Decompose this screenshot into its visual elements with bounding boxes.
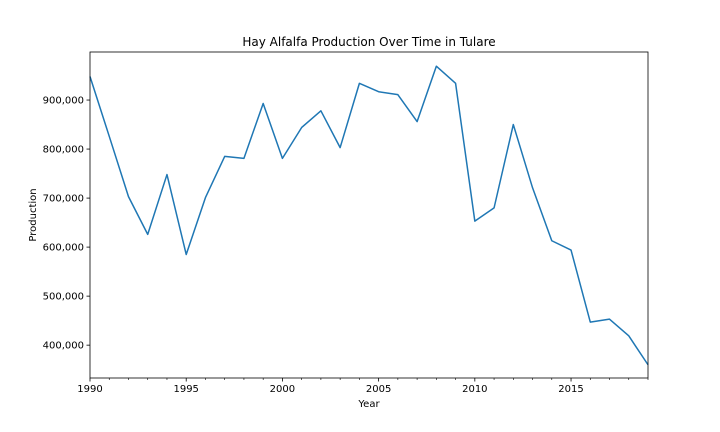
y-axis-label: Production: [28, 188, 39, 241]
x-axis-label: Year: [357, 399, 380, 410]
x-tick-label: 2005: [366, 384, 391, 395]
x-tick-label: 1995: [173, 384, 198, 395]
plot-background: [90, 52, 648, 378]
y-axis-ticks: 400,000 500,000 600,000 700,000 800,000 900,0…: [43, 96, 90, 352]
y-tick-label: 400,000: [43, 341, 84, 352]
y-tick-label: 500,000: [43, 292, 84, 303]
y-tick-label: 700,000: [43, 194, 84, 205]
x-tick-label: 2000: [270, 384, 295, 395]
x-tick-label: 1990: [77, 384, 102, 395]
x-tick-label: 2010: [462, 384, 487, 395]
plot-frame: [89, 51, 649, 379]
series-line: [89, 65, 649, 366]
y-tick-label: 900,000: [43, 96, 84, 107]
y-tick-label: 600,000: [43, 243, 84, 254]
x-tick-label: 2015: [558, 384, 583, 395]
chart-title: Hay Alfalfa Production Over Time in Tula…: [242, 35, 495, 49]
y-tick-label: 800,000: [43, 145, 84, 156]
x-axis-ticks: 1990 1995 2000 2005 2010 2015: [77, 378, 649, 395]
